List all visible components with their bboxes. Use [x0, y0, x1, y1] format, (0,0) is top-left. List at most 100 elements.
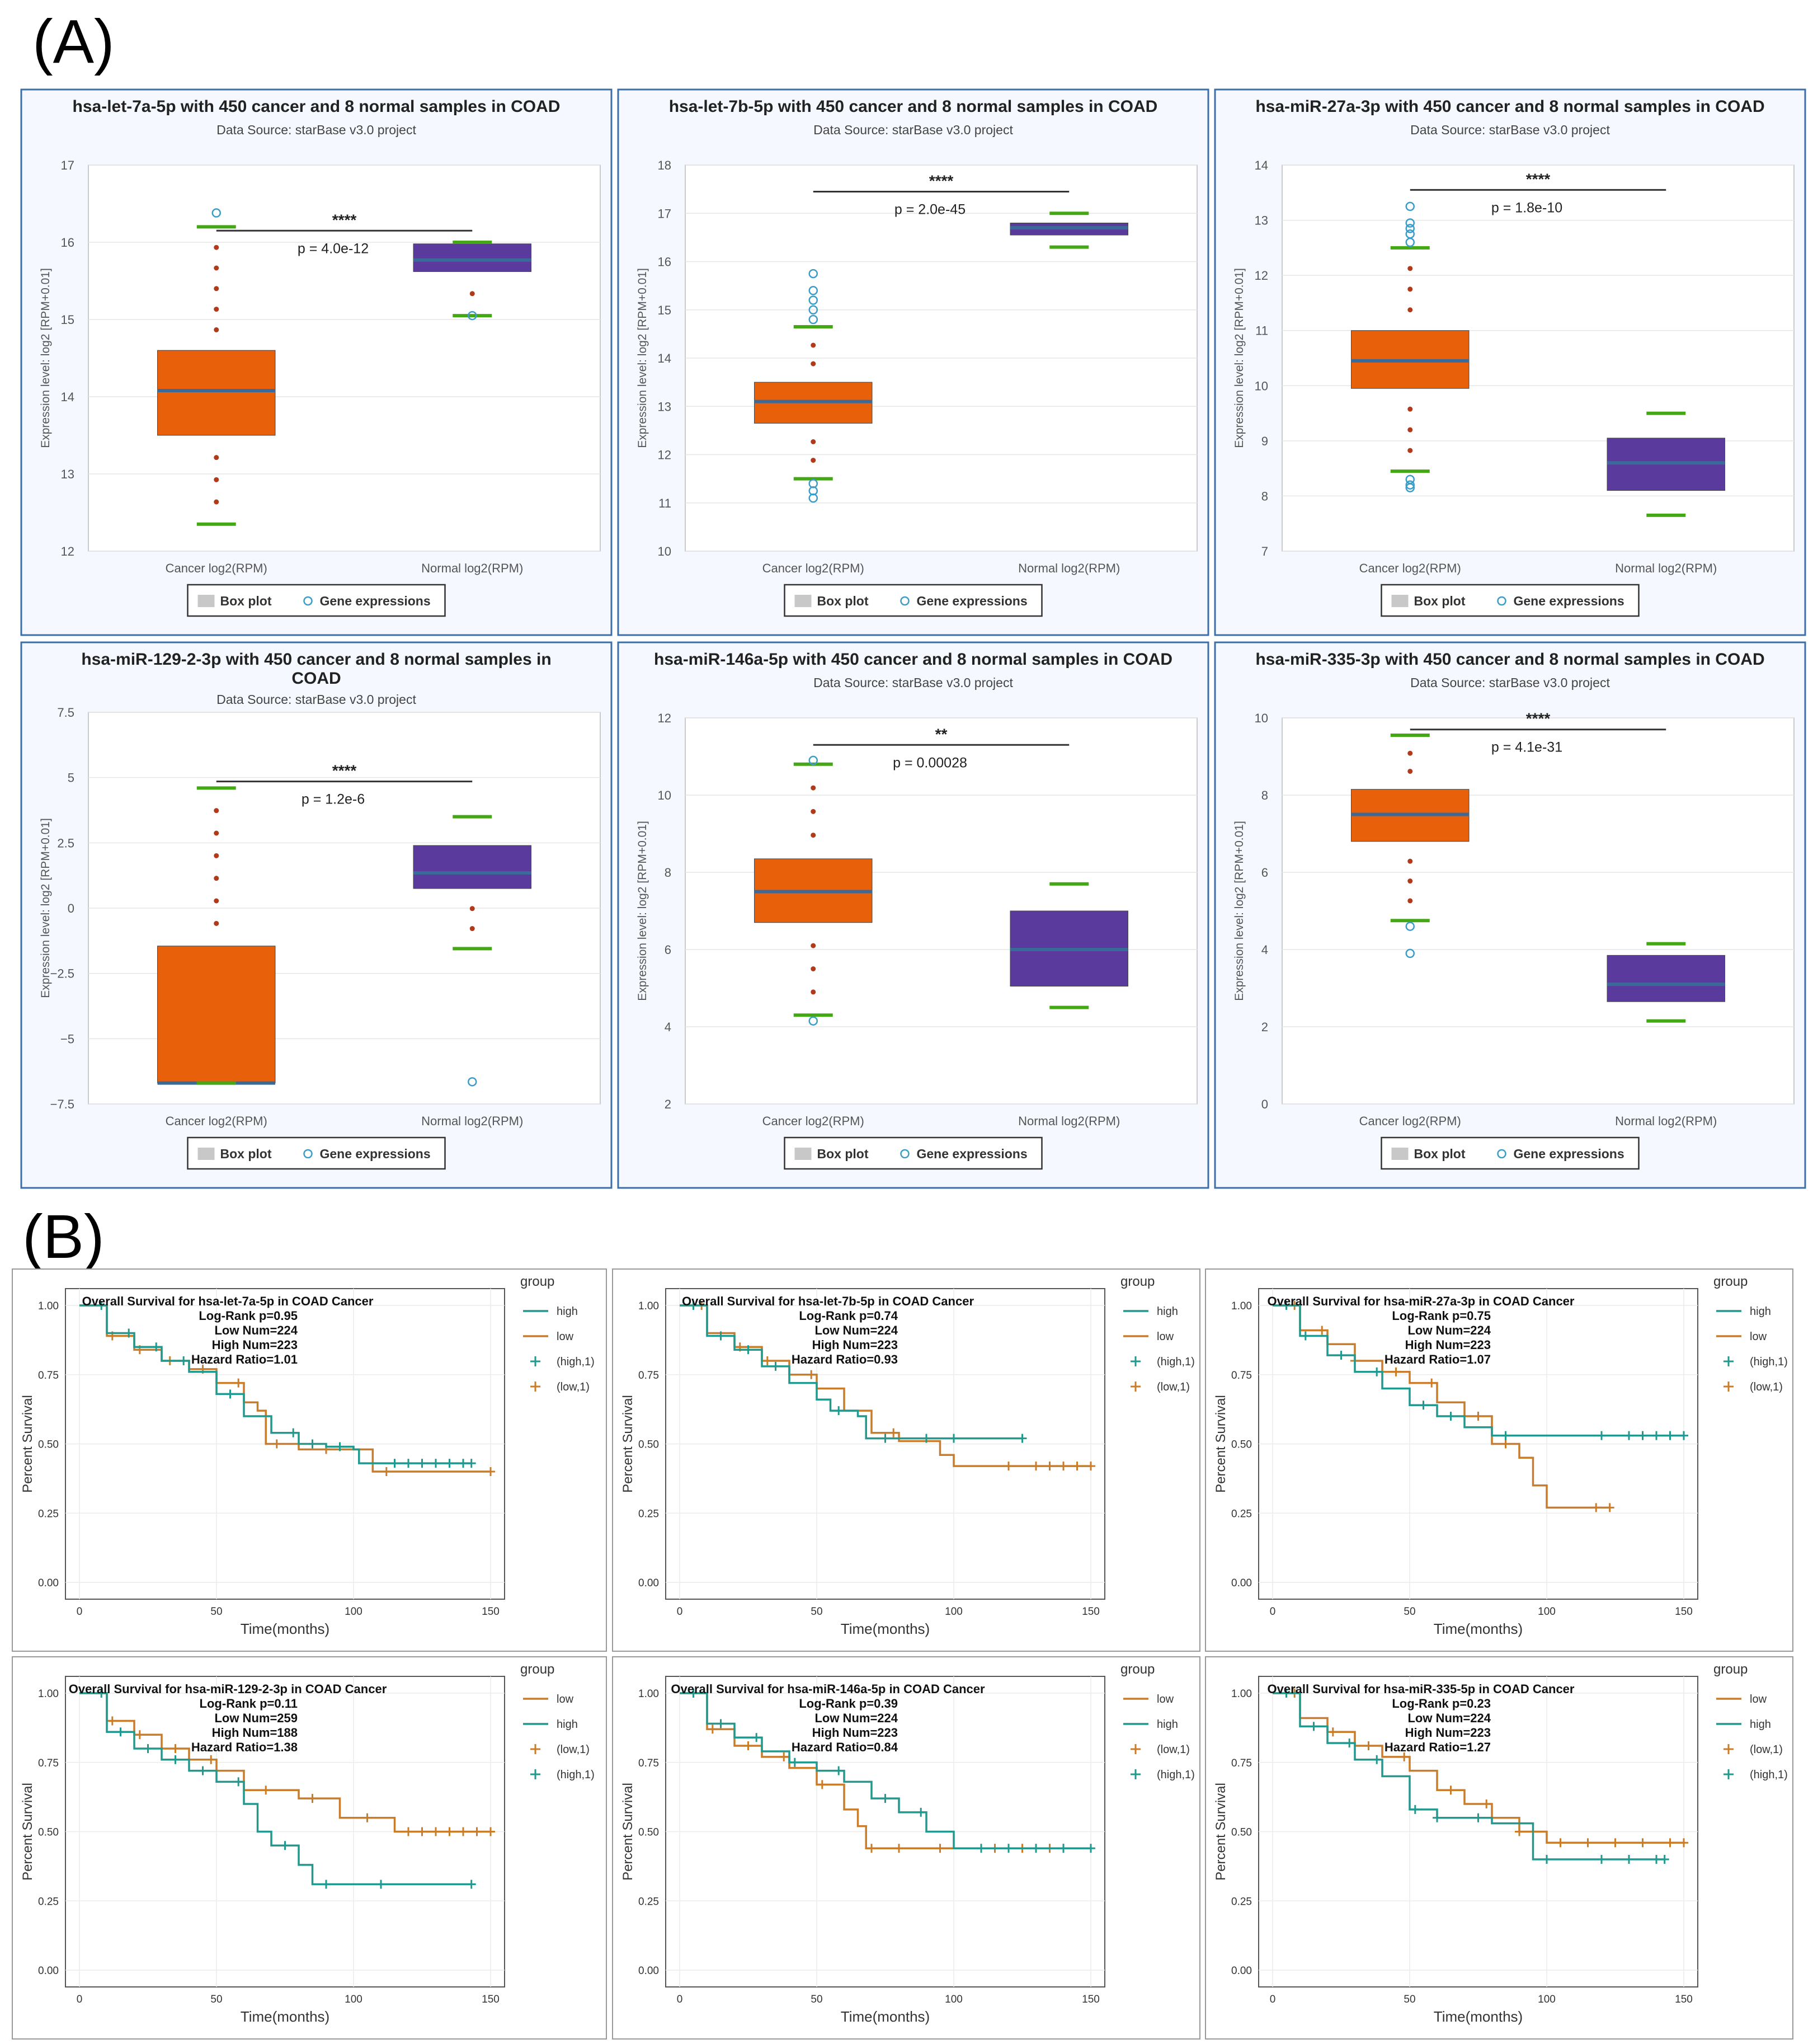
- whisker-dot: [811, 361, 816, 366]
- legend-gene-label: Gene expressions: [320, 594, 431, 608]
- km-stat-line: High Num=223: [1405, 1338, 1491, 1352]
- y-tick-label: 0.00: [638, 1577, 659, 1589]
- km-curve-high: [680, 1692, 1091, 1849]
- x-tick-label: 100: [1538, 1994, 1556, 2005]
- chart-legend: [187, 584, 446, 617]
- km-title: Overall Survival for hsa-let-7a-5p in CO…: [82, 1294, 374, 1308]
- km-panel-5: 0.00 0.25 0.50 0.75 1.00 0 50 100 150 Time(months…: [612, 1656, 1200, 2040]
- km-panel-4: 0.00 0.25 0.50 0.75 1.00 0 50 100 150 Time(months…: [12, 1656, 607, 2040]
- km-panel-3: 0.00 0.25 0.50 0.75 1.00 0 50 100 150 Time(months…: [1205, 1268, 1793, 1652]
- y-axis-label: Percent Survival: [1213, 1783, 1228, 1881]
- km-stat-line: High Num=223: [212, 1338, 298, 1352]
- chart-title: hsa-miR-146a-5p with 450 cancer and 8 no…: [654, 650, 1172, 669]
- y-tick-label: 2.5: [57, 836, 74, 850]
- km-panel-6: 0.00 0.25 0.50 0.75 1.00 0 50 100 150 Time(months…: [1205, 1656, 1793, 2040]
- x-category-normal: Normal log2(RPM): [421, 561, 523, 575]
- x-tick-label: 150: [1082, 1606, 1100, 1618]
- y-tick-label: 0: [68, 901, 74, 915]
- legend-label: low: [1157, 1331, 1174, 1343]
- whisker-dot: [469, 926, 475, 932]
- legend-label: low: [1750, 1331, 1767, 1343]
- x-tick-label: 0: [1270, 1606, 1276, 1618]
- whisker-dot: [1407, 878, 1413, 884]
- km-stat-line: Log-Rank p=0.23: [1392, 1697, 1491, 1711]
- legend-gene-marker: [900, 596, 910, 606]
- km-stat-line: Low Num=224: [214, 1323, 298, 1337]
- whisker-dot: [1407, 406, 1413, 412]
- x-axis-label: Time(months): [1434, 2008, 1523, 2025]
- whisker-dot: [214, 920, 219, 926]
- chart-title: hsa-miR-335-3p with 450 cancer and 8 nor…: [1255, 650, 1764, 669]
- x-category-normal: Normal log2(RPM): [1615, 1114, 1717, 1128]
- y-axis-label: Percent Survival: [20, 1783, 35, 1881]
- y-axis-label: Expression level: log2 [RPM+0.01]: [39, 818, 52, 998]
- legend-gene-label: Gene expressions: [1514, 594, 1624, 608]
- y-tick-label: 0.50: [38, 1439, 59, 1451]
- x-tick-label: 100: [345, 1994, 362, 2005]
- x-category-normal: Normal log2(RPM): [1615, 561, 1717, 575]
- km-curve-low: [79, 1692, 491, 1833]
- y-tick-label: 18: [658, 158, 671, 172]
- whisker-dot: [214, 499, 219, 505]
- y-tick-label: 0.75: [38, 1370, 59, 1382]
- chart-title: hsa-miR-129-2-3p with 450 cancer and 8 n…: [81, 650, 551, 688]
- km-panel-1: 0.00 0.25 0.50 0.75 1.00 0 50 100 150 Time(months…: [12, 1268, 607, 1652]
- legend-boxplot-swatch: [197, 595, 215, 607]
- y-tick-label: 1.00: [38, 1688, 59, 1700]
- y-tick-label: 0.25: [38, 1508, 59, 1520]
- legend-label: (high,1): [557, 1356, 595, 1368]
- legend-label: low: [1750, 1693, 1767, 1705]
- y-tick-label: 0.25: [38, 1896, 59, 1907]
- normal-box: [1607, 955, 1725, 1002]
- whisker-dot: [214, 327, 219, 332]
- y-tick-label: 0.50: [638, 1827, 659, 1839]
- x-tick-label: 50: [1404, 1994, 1415, 2005]
- x-tick-label: 100: [1538, 1606, 1556, 1618]
- whisker-dot: [811, 989, 816, 995]
- legend-gene-marker: [303, 596, 313, 606]
- y-tick-label: 7.5: [57, 706, 74, 720]
- legend-label: high: [1157, 1305, 1178, 1318]
- outlier-point: [1405, 224, 1415, 233]
- legend-gene-label: Gene expressions: [320, 1146, 431, 1161]
- km-stat-line: Log-Rank p=0.39: [799, 1697, 898, 1711]
- significance-stars: **: [935, 725, 948, 743]
- x-axis-label: Time(months): [841, 2008, 930, 2025]
- y-tick-label: 12: [658, 711, 671, 725]
- legend-label: (high,1): [1157, 1356, 1195, 1368]
- y-tick-label: 11: [1255, 324, 1268, 338]
- legend-title: group: [1120, 1662, 1155, 1677]
- y-tick-label: 11: [658, 496, 671, 510]
- x-category-cancer: Cancer log2(RPM): [166, 561, 267, 575]
- y-tick-label: 8: [665, 866, 671, 880]
- legend-title: group: [520, 1274, 554, 1289]
- p-value: p = 1.8e-10: [1491, 200, 1562, 215]
- x-category-cancer: Cancer log2(RPM): [762, 1114, 864, 1128]
- y-tick-label: 2: [665, 1097, 671, 1111]
- km-panel-2: 0.00 0.25 0.50 0.75 1.00 0 50 100 150 Time(months…: [612, 1268, 1200, 1652]
- data-source: Data Source: starBase v3.0 project: [813, 675, 1013, 690]
- y-axis-label: Expression level: log2 [RPM+0.01]: [636, 268, 649, 448]
- significance-stars: ****: [332, 762, 357, 779]
- whisker-dot: [1407, 898, 1413, 904]
- x-category-cancer: Cancer log2(RPM): [1359, 561, 1461, 575]
- p-value: p = 1.2e-6: [302, 792, 365, 807]
- significance-stars: ****: [332, 211, 357, 228]
- legend-title: group: [520, 1662, 554, 1677]
- outlier-point: [1405, 237, 1415, 247]
- x-category-normal: Normal log2(RPM): [1018, 1114, 1120, 1128]
- y-tick-label: 1.00: [1231, 1688, 1252, 1700]
- y-tick-label: −7.5: [50, 1097, 74, 1111]
- outlier-point: [808, 295, 818, 305]
- km-stat-line: Log-Rank p=0.75: [1392, 1309, 1491, 1323]
- legend-label: (low,1): [557, 1381, 590, 1393]
- p-value: p = 0.00028: [893, 755, 967, 770]
- data-source: Data Source: starBase v3.0 project: [216, 692, 416, 707]
- whisker-dot: [214, 265, 219, 271]
- y-tick-label: 9: [1261, 434, 1268, 448]
- section-label-b: (B): [22, 1202, 105, 1271]
- y-tick-label: 0.50: [1231, 1439, 1252, 1451]
- data-source: Data Source: starBase v3.0 project: [1410, 675, 1610, 690]
- whisker-dot: [811, 833, 816, 838]
- y-tick-label: 0.00: [38, 1965, 59, 1977]
